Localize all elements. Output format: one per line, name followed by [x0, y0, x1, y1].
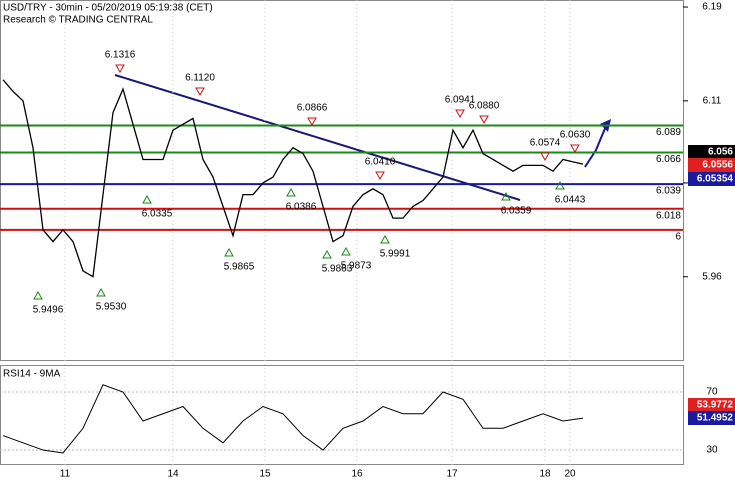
trough-label: 6.0359	[501, 206, 532, 217]
peak-label: 6.0630	[560, 130, 591, 141]
peak-label: 6.0880	[469, 101, 500, 112]
rsi-panel	[0, 365, 684, 465]
rsi-tag	[688, 411, 735, 425]
peak-marker	[115, 64, 125, 74]
rsi-line	[2, 384, 584, 454]
peak-label: 6.0941	[445, 95, 476, 106]
trend-line	[114, 74, 521, 201]
rsi-tick-label: 30	[706, 445, 718, 456]
price-tag-label: 6.056	[708, 147, 733, 158]
trough-marker	[380, 234, 390, 244]
chart-title: USD/TRY - 30min - 05/20/2019 05:19:38 (C…	[3, 3, 213, 14]
trough-label: 5.9863	[322, 264, 353, 275]
level-label: 6	[675, 231, 681, 242]
trough-label: 5.9865	[224, 262, 255, 273]
y-tick-label: 5.96	[702, 271, 722, 282]
trough-label: 5.9873	[341, 261, 372, 272]
peak-marker	[195, 87, 205, 97]
y-tick-label: 6.11	[703, 95, 722, 106]
trough-marker	[286, 187, 296, 197]
trough-label: 6.0386	[286, 202, 317, 213]
trough-label: 5.9496	[33, 305, 64, 316]
price-tag-label: 6.05354	[697, 174, 734, 185]
peak-label: 6.0866	[297, 103, 328, 114]
peak-label: 6.1120	[185, 73, 215, 84]
rsi-tag-label: 53.9772	[697, 400, 734, 411]
level-label: 6.089	[656, 127, 681, 138]
price-tag-label: 6.0556	[702, 160, 733, 171]
trough-marker	[341, 246, 351, 256]
rsi-tag	[688, 398, 735, 412]
trough-marker	[33, 290, 43, 300]
price-line	[2, 79, 584, 278]
price-tag	[688, 158, 735, 172]
peak-marker	[455, 109, 465, 119]
x-tick-label: 16	[351, 469, 363, 480]
price-tag	[688, 172, 735, 186]
peak-marker	[570, 144, 580, 154]
rsi-tag-label: 51.4952	[697, 413, 734, 424]
peak-marker	[375, 171, 385, 181]
trough-label: 6.0335	[142, 209, 173, 220]
x-tick-label: 14	[167, 469, 179, 480]
y-tick-label: 6.19	[702, 2, 722, 13]
trough-marker	[555, 180, 565, 190]
price-tag	[688, 145, 735, 159]
peak-marker	[307, 117, 317, 127]
peak-label: 6.1316	[105, 50, 136, 61]
level-label: 6.066	[656, 154, 681, 165]
level-label: 6.039	[656, 186, 681, 197]
rsi-title: RSI14 - 9MA	[3, 369, 61, 380]
x-tick-label: 15	[259, 469, 271, 480]
price-panel	[0, 0, 684, 361]
rsi-tick-label: 70	[706, 387, 718, 398]
trough-marker	[501, 191, 511, 201]
trough-label: 5.9530	[96, 302, 127, 313]
x-tick-label: 17	[446, 469, 458, 480]
peak-marker	[540, 152, 550, 162]
trough-label: 5.9991	[380, 249, 411, 260]
peak-label: 6.0574	[530, 138, 561, 149]
trough-marker	[322, 249, 332, 259]
trough-marker	[96, 287, 106, 297]
trough-label: 6.0443	[555, 195, 586, 206]
level-label: 6.018	[656, 210, 681, 221]
trough-marker	[224, 247, 234, 257]
peak-label: 6.0410	[365, 157, 396, 168]
x-tick-label: 20	[564, 469, 576, 480]
peak-marker	[479, 115, 489, 125]
x-tick-label: 11	[60, 469, 71, 480]
x-tick-label: 18	[539, 469, 551, 480]
chart-subtitle: Research © TRADING CENTRAL	[3, 15, 153, 26]
forecast-arrow	[584, 125, 607, 168]
trough-marker	[142, 194, 152, 204]
